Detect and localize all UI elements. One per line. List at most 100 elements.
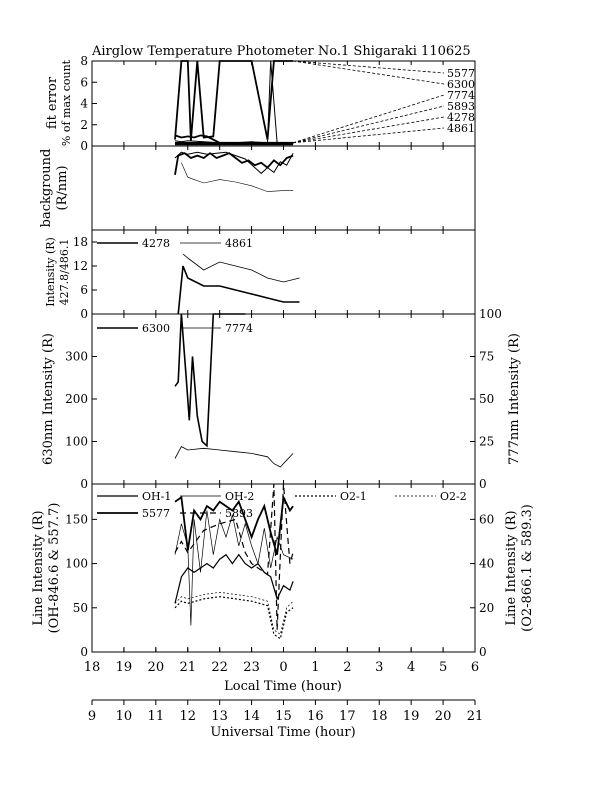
series-intensity_blue-4861 [182, 253, 300, 283]
series-line_intensity-5893 [174, 483, 294, 630]
fit-error-leader [293, 60, 445, 85]
x-tick-label: 4 [407, 660, 415, 675]
x2-tick-label: 21 [467, 709, 484, 724]
x2-tick-label: 13 [211, 709, 228, 724]
series-line_intensity-OH-2 [174, 510, 294, 626]
x2-tick-label: 20 [435, 709, 452, 724]
line-intensity-ylabel-right-1: Line Intensity (R) [504, 510, 519, 625]
x-tick-label: 3 [375, 660, 383, 675]
y-right-tick-label: 100 [479, 307, 502, 321]
y-right-tick-label: 50 [479, 392, 494, 406]
x2-tick-label: 16 [307, 709, 324, 724]
x-tick-label: 5 [439, 660, 447, 675]
background-ylabel-1: background [39, 149, 54, 228]
y-tick-label: 50 [73, 601, 88, 615]
y-tick-label: 100 [65, 557, 88, 571]
legend-label-O2-1: O2-1 [340, 490, 367, 503]
x2-tick-label: 15 [275, 709, 292, 724]
y-tick-label: 150 [65, 512, 88, 526]
x2-axis-label: Universal Time (hour) [210, 725, 355, 740]
fit-error-ylabel-2: % of max count [60, 59, 73, 146]
series-fit_error-5577 [174, 134, 294, 144]
x2-tick-label: 12 [179, 709, 196, 724]
x-tick-label: 0 [279, 660, 287, 675]
y-right-tick-label: 25 [479, 435, 494, 449]
y-tick-label: 4 [80, 97, 88, 111]
y-tick-label: 18 [73, 235, 88, 249]
y-tick-label: 0 [80, 139, 88, 153]
x-tick-label: 1 [311, 660, 319, 675]
series-background-c [181, 162, 294, 192]
y-tick-label: 0 [80, 645, 88, 659]
y-tick-label: 0 [80, 307, 88, 321]
x-tick-label: 20 [148, 660, 165, 675]
x2-tick-label: 10 [116, 709, 133, 724]
y-tick-label: 12 [73, 259, 88, 273]
x-tick-label: 22 [211, 660, 228, 675]
series-line_intensity-5577 [174, 494, 294, 555]
red-lines-ylabel-right: 777nm Intensity (R) [507, 333, 522, 465]
series-fit_error-7774 [174, 60, 294, 144]
y-right-tick-label: 0 [479, 645, 487, 659]
line-intensity-ylabel-right-2: (O2-866.1 & 589.3) [520, 504, 535, 632]
fit-error-legend-4861: 4861 [447, 122, 475, 135]
fit-error-leader [293, 116, 445, 144]
x-tick-label: 6 [471, 660, 479, 675]
chart-title: Airglow Temperature Photometer No.1 Shig… [91, 44, 471, 59]
x2-tick-label: 18 [371, 709, 388, 724]
y-tick-label: 0 [80, 477, 88, 491]
fit-error-leader [293, 60, 445, 74]
fit-error-legend-4278: 4278 [447, 111, 475, 124]
y-right-tick-label: 40 [479, 557, 494, 571]
y-right-tick-label: 75 [479, 350, 494, 364]
intensity-blue-ylabel-1: Intensity (R) [44, 237, 57, 307]
fit-error-leader [292, 94, 445, 144]
legend-label-O2-2: O2-2 [440, 490, 467, 503]
panel-background-frame [91, 145, 476, 231]
x2-tick-label: 9 [88, 709, 96, 724]
x-tick-label: 18 [84, 660, 101, 675]
legend-label-OH-2: OH-2 [225, 490, 254, 503]
background-ylabel-2: (R/nm) [55, 165, 70, 210]
legend-label-OH-1: OH-1 [142, 490, 171, 503]
y-tick-label: 200 [65, 392, 88, 406]
fit-error-legend-5893: 5893 [447, 100, 475, 113]
x2-tick-label: 17 [339, 709, 356, 724]
x2-tick-label: 11 [148, 709, 165, 724]
legend-label-5577: 5577 [142, 507, 170, 520]
fit-error-leader [293, 127, 445, 144]
legend-label-5893: 5893 [225, 507, 253, 520]
fit-error-ylabel-1: fit error [45, 76, 60, 129]
legend-label-6300: 6300 [142, 322, 170, 335]
series-red_lines-7774 [174, 446, 294, 468]
x-axis-label: Local Time (hour) [224, 679, 342, 694]
x-tick-label: 21 [179, 660, 196, 675]
series-background-b [174, 151, 294, 175]
x-tick-label: 23 [243, 660, 260, 675]
series-line_intensity-O2-1 [174, 596, 294, 640]
y-right-tick-label: 20 [479, 601, 494, 615]
x-tick-label: 19 [116, 660, 133, 675]
x2-tick-label: 19 [403, 709, 420, 724]
legend-label-4278: 4278 [142, 237, 170, 250]
legend-label-7774: 7774 [225, 322, 253, 335]
y-tick-label: 6 [80, 75, 88, 89]
series-red_lines-6300 [174, 313, 246, 448]
series-intensity_blue-4278 [177, 265, 300, 315]
line-intensity-ylabel-left-2: (OH-846.6 & 557.7) [47, 503, 62, 634]
chart-marks: 18 19 20 21 22 23 0 1 2 3 4 5 69 10 11 12 13 14 15 16 17 18 19… [65, 54, 502, 724]
y-tick-label: 8 [80, 54, 88, 68]
x2-tick-label: 14 [243, 709, 260, 724]
line-intensity-ylabel-left-1: Line Intensity (R) [31, 510, 46, 625]
series-line_intensity-O2-2 [174, 591, 294, 635]
y-tick-label: 2 [80, 118, 88, 132]
fit-error-legend-7774: 7774 [447, 89, 475, 102]
intensity-blue-ylabel-2: 427.8/486.1 [58, 239, 71, 306]
y-tick-label: 100 [65, 435, 88, 449]
fit-error-leader [292, 105, 445, 144]
y-tick-label: 300 [65, 350, 88, 364]
y-right-tick-label: 60 [479, 512, 494, 526]
panel-red-lines-frame [91, 313, 476, 485]
red-lines-ylabel-left: 630nm Intensity (R) [41, 333, 56, 465]
